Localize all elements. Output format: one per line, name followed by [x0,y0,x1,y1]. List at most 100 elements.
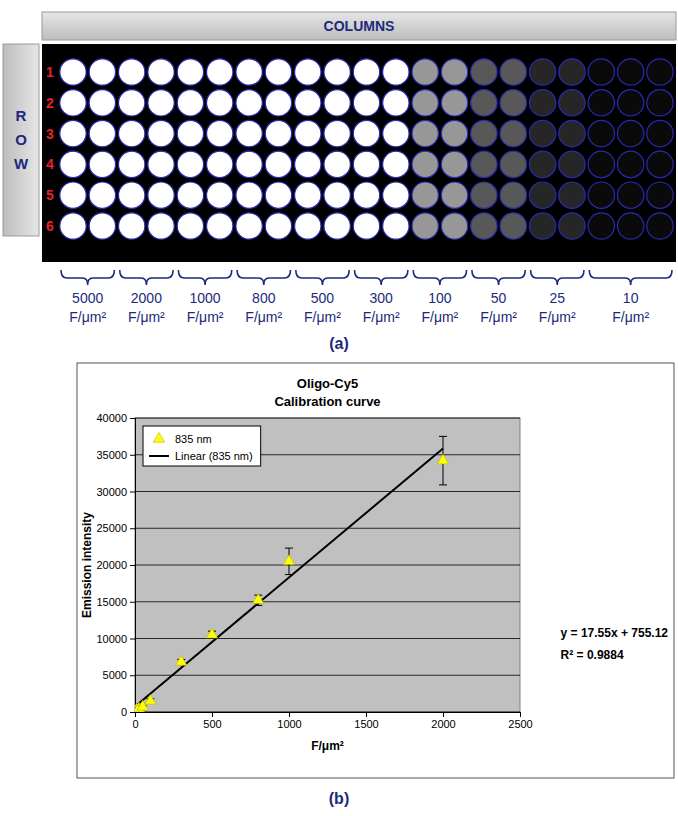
well [529,151,555,177]
well [559,59,585,85]
tick-label: 1000 [277,718,301,730]
chart-frame [77,363,674,778]
well [441,120,467,146]
group-concentration: 500 [311,290,335,306]
well [236,151,262,177]
group-concentration: 300 [369,290,393,306]
annotation: R² = 0.9884 [561,648,624,662]
legend-box [143,426,261,466]
well [441,213,467,239]
well [353,182,379,208]
well [295,120,321,146]
well [177,151,203,177]
group-bracket [296,270,349,285]
grid-line [135,491,520,492]
data-point [253,594,264,604]
well [265,213,291,239]
well [207,151,233,177]
well [177,120,203,146]
x-axis-title: F/μm² [311,739,344,753]
column-header: COLUMNS [324,18,395,34]
well [324,151,350,177]
tick: 0 [132,712,138,730]
well [500,120,526,146]
well [119,59,145,85]
fit-line [135,448,443,706]
well [617,120,643,146]
well [471,59,497,85]
well [647,90,673,116]
group-concentration: 25 [549,290,565,306]
well [148,182,174,208]
well [265,59,291,85]
group-unit: F/μm² [69,309,106,325]
tick: 1500 [354,712,378,730]
well [207,213,233,239]
tick: 2500 [508,712,532,730]
well [177,182,203,208]
grid-line [135,418,520,419]
well [412,90,438,116]
well [588,90,614,116]
error-bar-cap [439,484,447,485]
well [119,213,145,239]
chart-title: Oligo-Cy5 [297,376,358,391]
legend-marker [153,432,164,442]
well [60,182,86,208]
group-unit: F/μm² [187,309,224,325]
plot-area [135,418,520,712]
data-point [437,454,448,464]
tick-label: 10000 [96,633,127,645]
grid-line [135,638,520,639]
tick-label: 2500 [508,718,532,730]
well [60,120,86,146]
well [177,59,203,85]
well [119,120,145,146]
well [148,90,174,116]
well [529,90,555,116]
tick-mark [130,418,135,419]
data-point [283,555,294,565]
error-bar-cap [439,436,447,437]
tick: 0 [121,706,135,718]
group-bracket [237,270,290,285]
well [353,59,379,85]
tick-label: 15000 [96,596,127,608]
well [529,59,555,85]
tick-mark [130,639,135,640]
tick-mark [520,712,521,717]
well [119,151,145,177]
data-point [206,628,217,638]
well [236,213,262,239]
array-image [42,44,676,262]
well [647,120,673,146]
group-bracket [355,270,408,285]
grid [135,418,520,712]
well [412,59,438,85]
well [89,90,115,116]
well [588,120,614,146]
row-side-bar [3,44,39,236]
well [265,120,291,146]
tick-mark [289,712,290,717]
well [412,213,438,239]
well [471,213,497,239]
well [617,59,643,85]
y-axis-title: Emission intensity [80,512,94,618]
well [383,213,409,239]
tick-mark [130,455,135,456]
tick-mark [130,712,135,713]
group-unit: F/μm² [363,309,400,325]
group-unit: F/μm² [539,309,576,325]
well [412,151,438,177]
well [265,90,291,116]
group-concentration: 100 [428,290,452,306]
row-side-label: ROW [14,107,29,172]
tick-mark [443,712,444,717]
panel-b: y = 17.55x + 755.12R² = 0.98840500100015… [77,363,674,778]
well [148,59,174,85]
annotation: y = 17.55x + 755.12 [561,626,669,640]
group-unit: F/μm² [480,309,517,325]
group-bracket [178,270,231,285]
well [207,182,233,208]
